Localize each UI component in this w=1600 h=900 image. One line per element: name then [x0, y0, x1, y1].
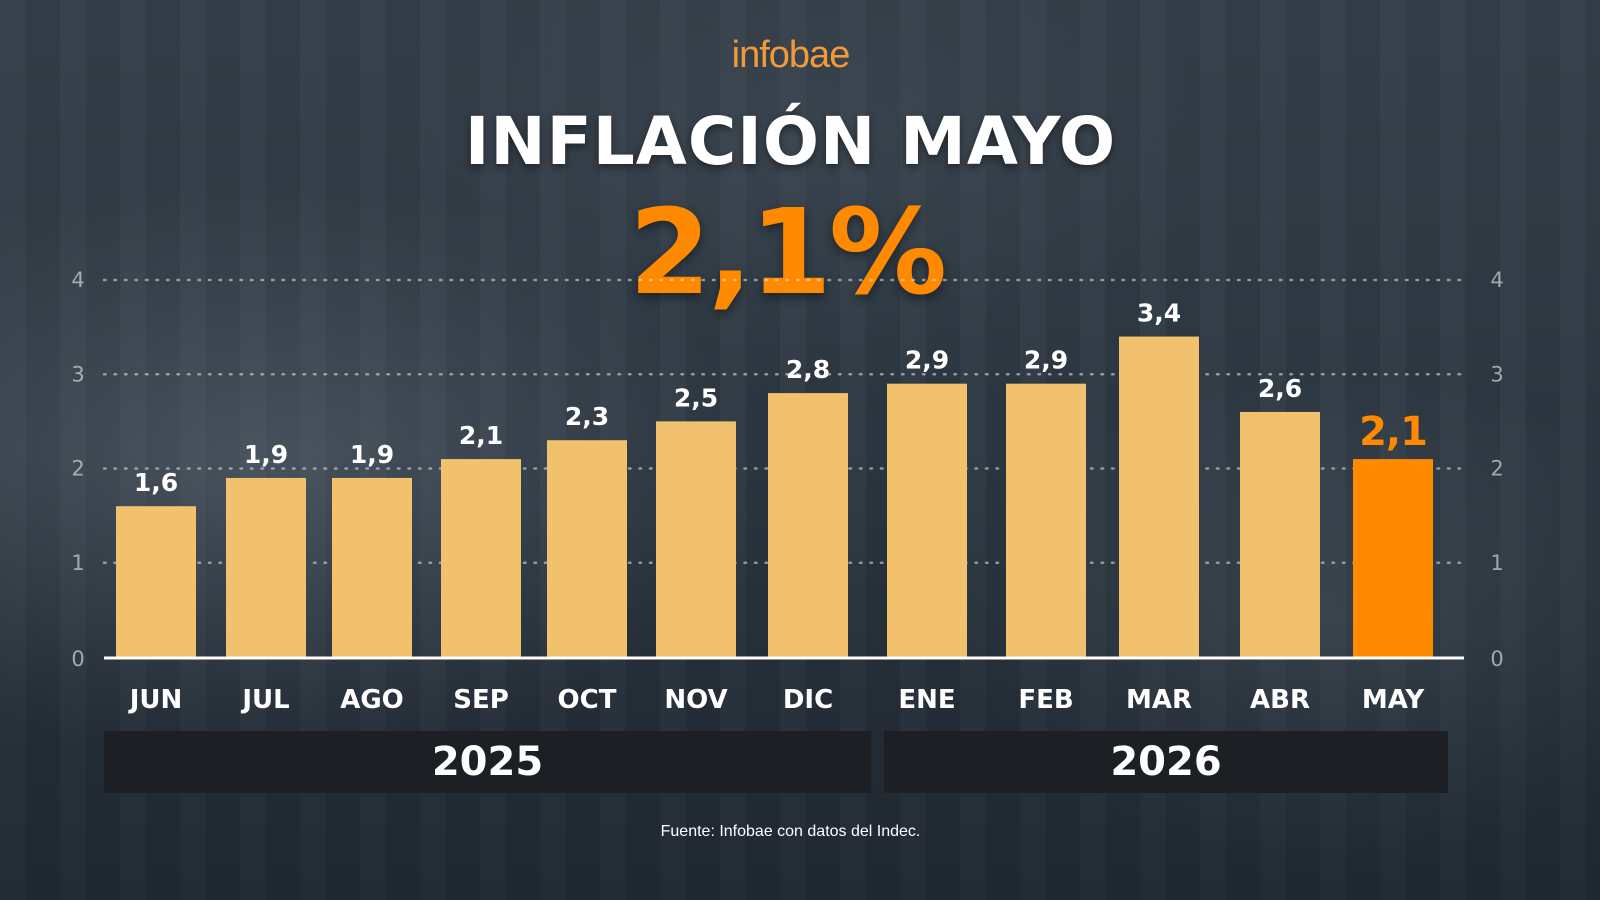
x-tick-label-dic: DIC [783, 685, 833, 715]
value-label-oct: 2,3 [565, 402, 609, 431]
value-label-feb: 2,9 [1024, 346, 1068, 375]
bar-mar [1119, 336, 1199, 657]
x-tick-label-nov: NOV [664, 685, 727, 715]
bar-ene [887, 383, 967, 657]
x-tick-label-mar: MAR [1126, 685, 1192, 715]
x-tick-label-jun: JUN [128, 685, 183, 715]
bar-sep [441, 459, 521, 657]
value-label-abr: 2,6 [1258, 374, 1302, 403]
bar-nov [656, 421, 736, 657]
x-tick-label-may: MAY [1362, 685, 1426, 715]
value-label-ago: 1,9 [350, 440, 394, 469]
x-tick-label-oct: OCT [558, 685, 617, 715]
x-tick-label-ago: AGO [340, 685, 404, 715]
value-label-jul: 1,9 [244, 440, 288, 469]
x-tick-label-jul: JUL [240, 685, 289, 715]
bar-feb [1006, 383, 1086, 657]
bar-dic [768, 393, 848, 657]
value-label-ene: 2,9 [905, 346, 949, 375]
y-tick-label-right: 4 [1490, 268, 1503, 292]
value-label-jun: 1,6 [134, 468, 178, 497]
bar-ago [332, 477, 412, 657]
chart-title: INFLACIÓN MAYO [464, 103, 1117, 180]
value-label-mar: 3,4 [1137, 299, 1181, 328]
year-group-2025: 2025 [104, 731, 871, 793]
y-tick-label-right: 0 [1490, 647, 1503, 671]
bar-abr [1240, 411, 1320, 657]
y-tick-label-right: 3 [1490, 362, 1503, 386]
y-tick-label-left: 4 [71, 268, 84, 292]
x-tick-label-ene: ENE [898, 685, 955, 715]
x-tick-label-feb: FEB [1018, 685, 1073, 715]
y-tick-label-left: 2 [71, 457, 84, 481]
bar-jul [226, 477, 306, 657]
infobae-logo: infobae [731, 34, 851, 76]
year-group-2026: 2026 [884, 731, 1448, 793]
y-tick-label-left: 0 [71, 647, 84, 671]
value-label-dic: 2,8 [786, 355, 830, 384]
source-note: Fuente: Infobae con datos del Indec. [660, 823, 921, 840]
y-tick-label-left: 1 [71, 551, 84, 575]
y-tick-label-right: 1 [1490, 551, 1503, 575]
x-tick-label-abr: ABR [1250, 685, 1310, 715]
bar-jun [116, 506, 196, 657]
bar-oct [547, 440, 627, 657]
y-tick-label-right: 2 [1490, 457, 1503, 481]
headline-value: 2,1% [628, 183, 947, 321]
value-label-may: 2,1 [1359, 409, 1427, 455]
value-label-nov: 2,5 [674, 383, 718, 412]
x-tick-label-sep: SEP [453, 685, 509, 715]
bar-may [1353, 459, 1433, 657]
value-label-sep: 2,1 [459, 421, 503, 450]
y-tick-label-left: 3 [71, 362, 84, 386]
